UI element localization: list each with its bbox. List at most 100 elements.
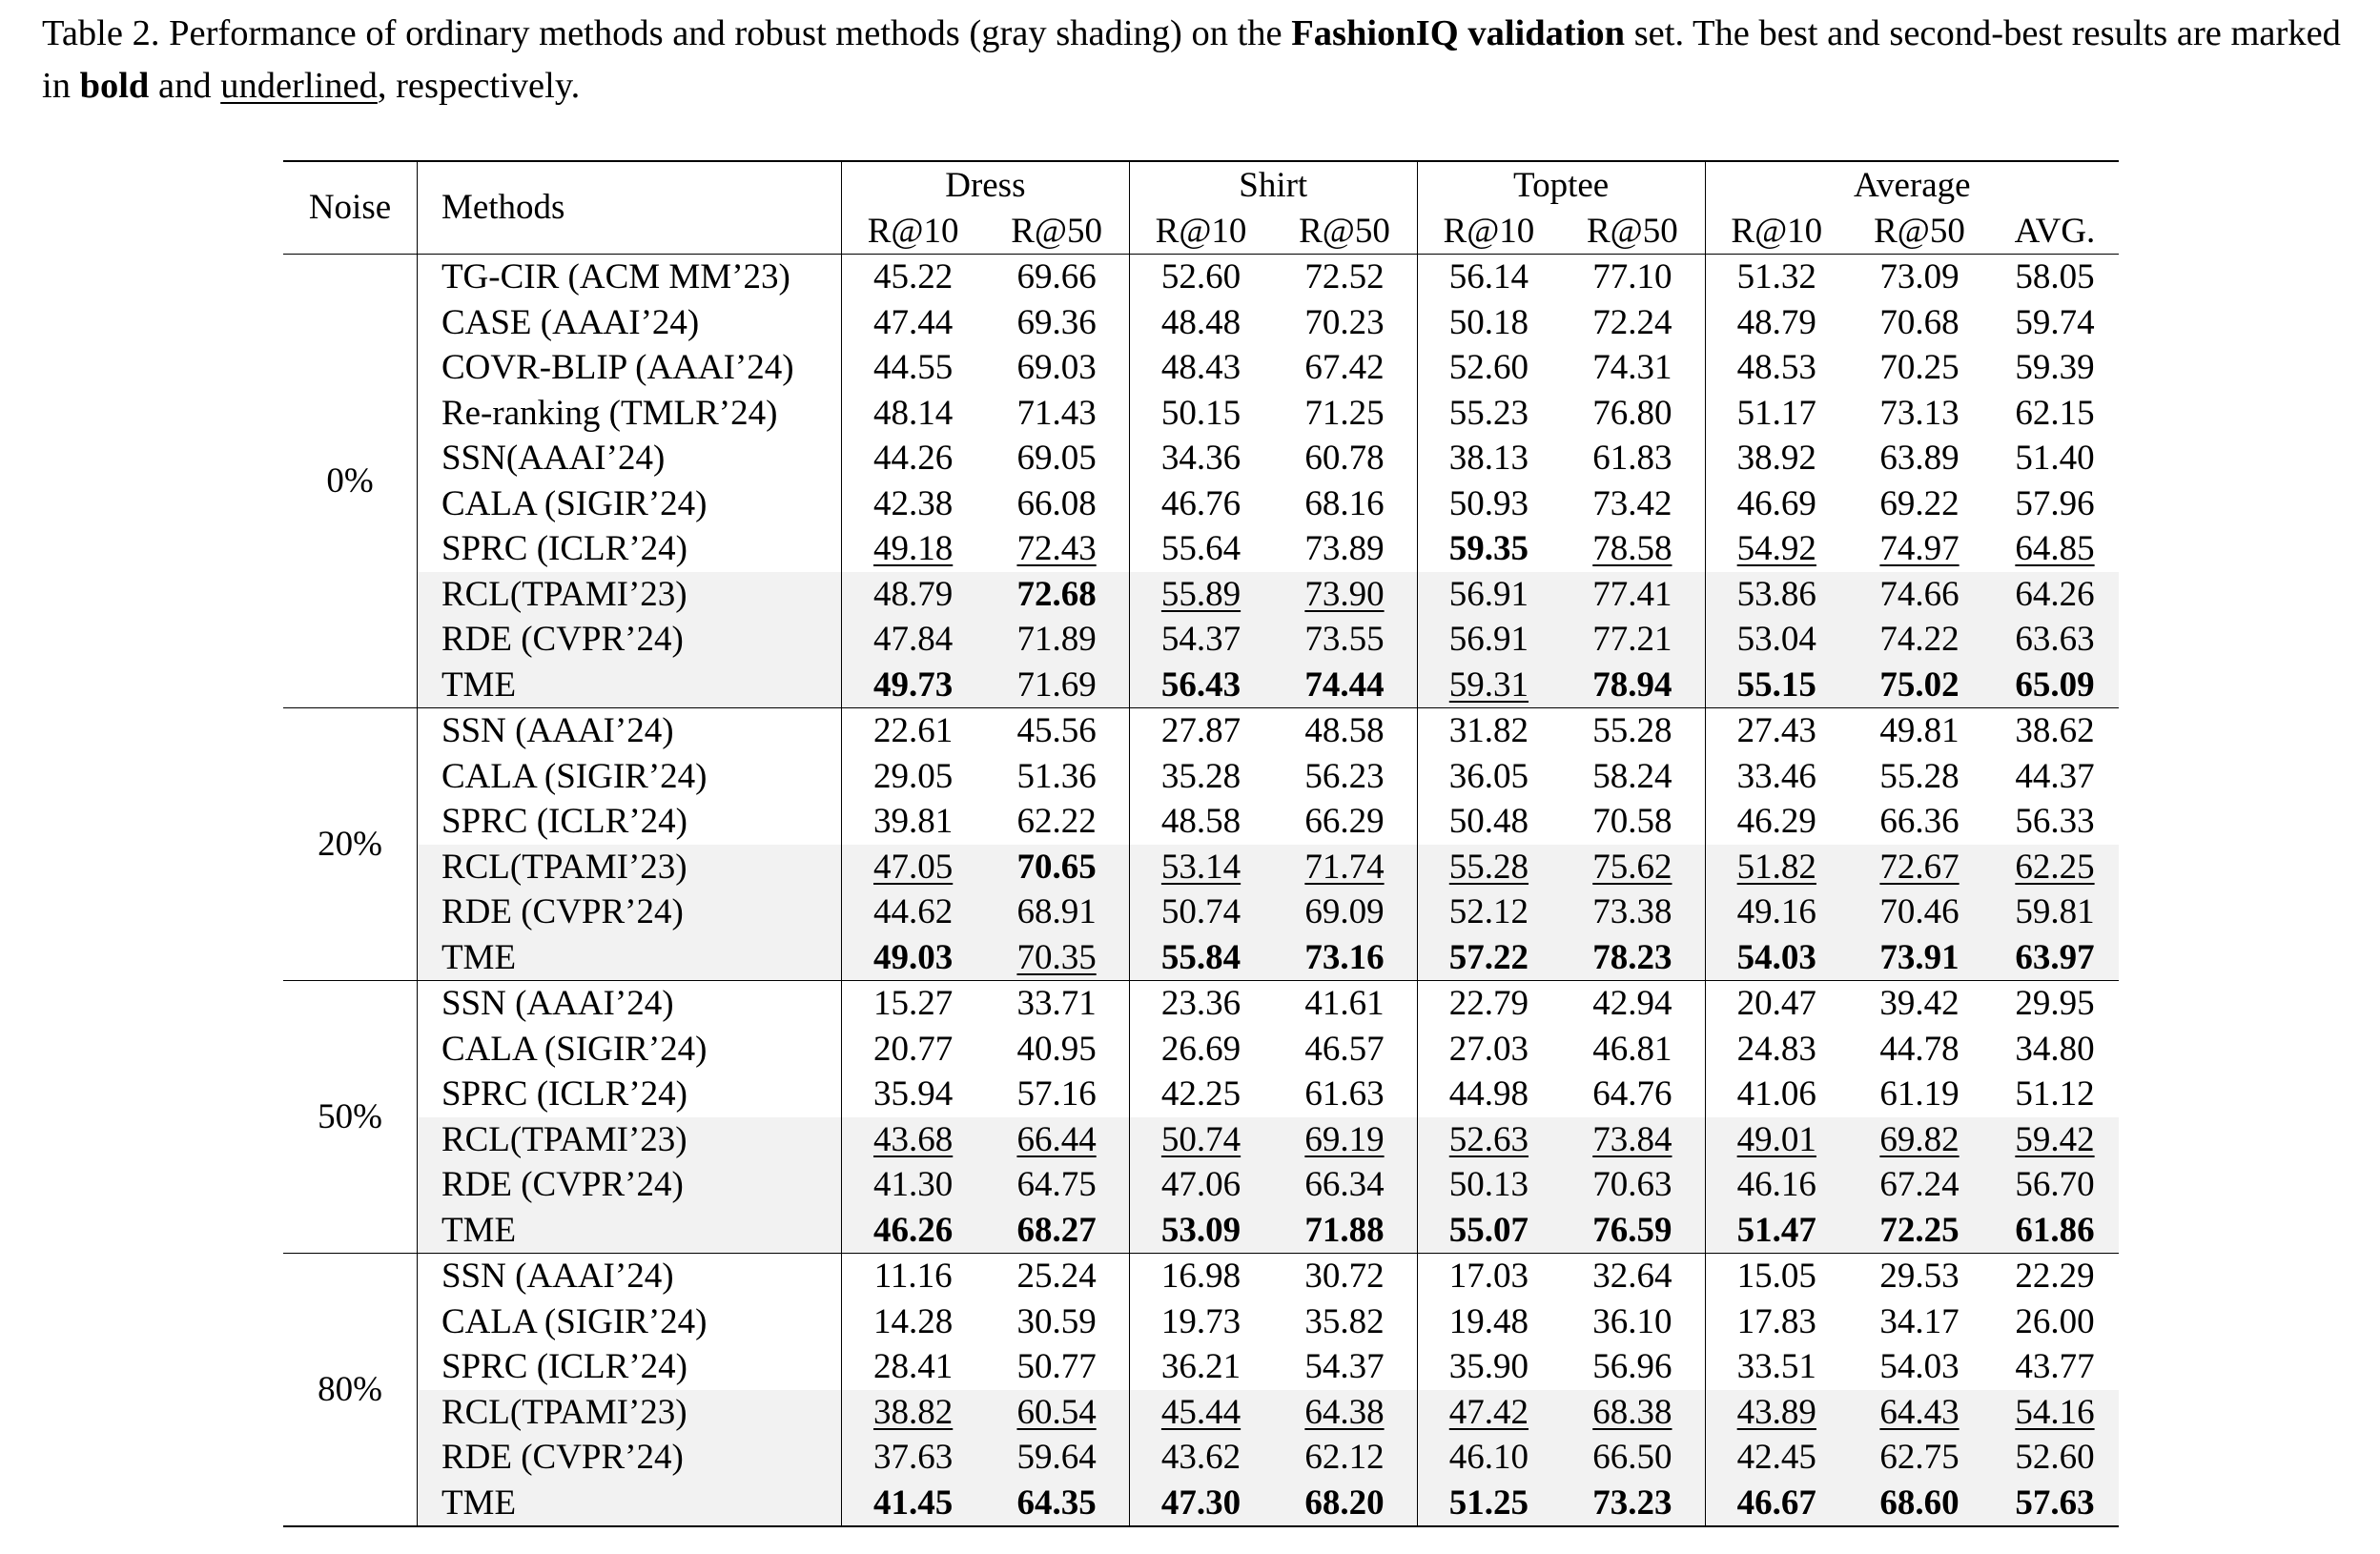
table-row: SPRC (ICLR’24) 39.81 62.22 48.58 66.29 50.48 7… — [283, 799, 2119, 845]
metric-value: 55.07 — [1448, 1210, 1529, 1250]
table-row: COVR-BLIP (AAAI’24) 44.55 69.03 48.43 67.42 5… — [283, 345, 2119, 391]
header-metric: AVG. — [2014, 212, 2096, 251]
metric-value: 52.12 — [1448, 892, 1529, 931]
header-metric: R@50 — [1560, 210, 1706, 255]
metric-cell: 78.58 — [1560, 526, 1706, 572]
metric-cell: 73.13 — [1848, 391, 1991, 437]
metric-value: 74.97 — [1879, 529, 1959, 568]
metric-cell: 56.14 — [1417, 255, 1560, 300]
caption-underlined-word: underlined — [220, 66, 378, 106]
metric-cell: 50.18 — [1417, 300, 1560, 346]
metric-cell: 38.62 — [1991, 708, 2119, 754]
method-name: TME — [417, 1207, 842, 1254]
metric-value: 64.26 — [2015, 574, 2095, 614]
metric-cell: 48.58 — [1129, 799, 1272, 845]
header-group-shirt: Shirt — [1129, 161, 1418, 210]
metric-cell: 42.45 — [1705, 1435, 1849, 1481]
metric-cell: 52.60 — [1417, 345, 1560, 391]
metric-cell: 46.69 — [1705, 481, 1848, 527]
metric-cell: 66.44 — [984, 1116, 1130, 1162]
metric-value: 46.57 — [1304, 1029, 1385, 1069]
metric-value: 48.58 — [1160, 802, 1241, 841]
metric-cell: 44.62 — [841, 889, 985, 935]
metric-value: 35.90 — [1448, 1347, 1529, 1386]
metric-cell: 30.72 — [1272, 1253, 1418, 1299]
metric-value: 69.36 — [1016, 302, 1097, 342]
metric-cell: 70.25 — [1848, 345, 1991, 391]
metric-cell: 66.29 — [1272, 799, 1418, 845]
metric-value: 56.23 — [1304, 756, 1385, 796]
metric-cell: 73.09 — [1848, 255, 1991, 300]
method-name: Re-ranking (TMLR’24) — [417, 390, 842, 436]
metric-cell: 73.38 — [1560, 889, 1706, 935]
method-name: COVR-BLIP (AAAI’24) — [417, 345, 842, 391]
metric-cell: 36.21 — [1129, 1344, 1272, 1390]
metric-value: 73.91 — [1879, 937, 1959, 977]
metric-value: 70.35 — [1016, 937, 1097, 977]
metric-value: 68.38 — [1592, 1392, 1672, 1432]
caption-text-4: , respectively. — [377, 66, 581, 106]
metric-value: 29.05 — [873, 756, 954, 796]
metric-cell: 56.91 — [1417, 571, 1561, 617]
metric-value: 47.44 — [873, 302, 954, 342]
metric-cell: 20.47 — [1705, 981, 1848, 1027]
metric-value: 35.94 — [873, 1074, 954, 1114]
method-name: RCL(TPAMI’23) — [417, 844, 842, 889]
header-metric: R@10 — [867, 212, 959, 251]
metric-cell: 68.91 — [984, 889, 1130, 935]
metric-value: 41.61 — [1304, 984, 1385, 1023]
metric-cell: 32.64 — [1560, 1253, 1706, 1299]
metric-value: 70.46 — [1879, 892, 1959, 931]
metric-value: 26.00 — [2015, 1301, 2095, 1341]
metric-value: 63.89 — [1879, 439, 1959, 478]
metric-value: 56.70 — [2015, 1165, 2095, 1204]
metric-cell: 50.13 — [1417, 1162, 1561, 1208]
metric-value: 57.22 — [1448, 937, 1529, 977]
metric-cell: 50.48 — [1417, 799, 1560, 845]
method-name: RDE (CVPR’24) — [417, 889, 842, 935]
metric-cell: 51.40 — [1991, 436, 2119, 481]
metric-cell: 77.41 — [1560, 571, 1706, 617]
metric-value: 62.25 — [2015, 847, 2095, 887]
metric-value: 64.43 — [1879, 1392, 1959, 1432]
metric-cell: 43.62 — [1129, 1435, 1273, 1481]
metric-value: 63.63 — [2015, 620, 2095, 659]
metric-cell: 61.63 — [1272, 1072, 1418, 1117]
metric-value: 50.18 — [1448, 302, 1529, 342]
metric-value: 71.69 — [1016, 665, 1097, 705]
metric-value: 73.13 — [1879, 393, 1959, 433]
metric-cell: 74.44 — [1272, 662, 1418, 708]
metric-value: 51.40 — [2015, 439, 2095, 478]
metric-cell: 56.91 — [1417, 617, 1561, 663]
table-row: RCL(TPAMI’23) 48.79 72.68 55.89 73.90 56.91 77… — [283, 571, 2119, 617]
metric-cell: 76.59 — [1560, 1207, 1706, 1254]
table-row: TME 49.73 71.69 56.43 74.44 59.31 78.94 55.15 75… — [283, 662, 2119, 708]
metric-value: 74.22 — [1879, 620, 1959, 659]
metric-cell: 42.38 — [841, 481, 984, 527]
table-row: TME 49.03 70.35 55.84 73.16 57.22 78.23 54.03 73… — [283, 934, 2119, 981]
metric-cell: 73.90 — [1272, 571, 1418, 617]
noise-level: 20% — [283, 707, 418, 981]
metric-cell: 72.24 — [1560, 299, 1706, 345]
metric-cell: 55.07 — [1417, 1207, 1561, 1254]
metric-value: 53.04 — [1736, 620, 1816, 659]
metric-value: 69.66 — [1016, 257, 1097, 296]
metric-value: 54.16 — [2015, 1392, 2095, 1432]
metric-value: 70.58 — [1592, 802, 1672, 841]
metric-value: 77.10 — [1592, 257, 1672, 296]
metric-cell: 55.15 — [1705, 662, 1849, 708]
metric-cell: 73.84 — [1560, 1116, 1706, 1162]
metric-value: 77.41 — [1592, 574, 1672, 614]
metric-cell: 44.37 — [1991, 754, 2119, 800]
metric-cell: 48.79 — [1705, 300, 1848, 346]
metric-cell: 73.16 — [1272, 934, 1418, 981]
metric-cell: 64.85 — [1991, 526, 2119, 572]
metric-value: 68.27 — [1016, 1210, 1097, 1250]
metric-value: 37.63 — [873, 1438, 954, 1477]
metric-value: 67.24 — [1879, 1165, 1959, 1204]
metric-value: 61.86 — [2015, 1210, 2095, 1250]
method-name: CALA (SIGIR’24) — [417, 481, 842, 526]
metric-value: 66.50 — [1592, 1438, 1672, 1477]
metric-value: 59.42 — [2015, 1119, 2095, 1159]
table-row: CASE (AAAI’24) 47.44 69.36 48.48 70.23 50.18 7… — [283, 299, 2119, 346]
